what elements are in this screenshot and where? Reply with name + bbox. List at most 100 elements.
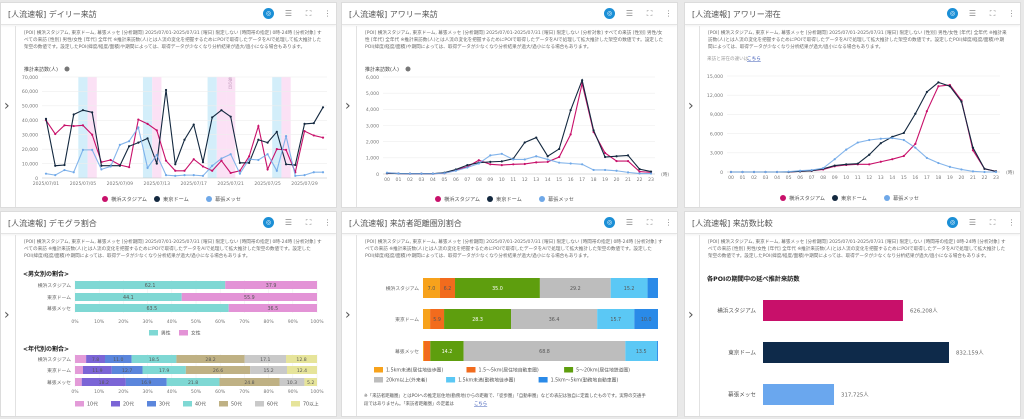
more-vert-icon[interactable]: ⋮ xyxy=(664,218,673,227)
y-tick-label: 20,000 xyxy=(22,147,38,153)
legend-label: 30代 xyxy=(159,401,170,408)
panel-title: [人流速報] デモグラ割合 xyxy=(8,219,97,228)
bar-segment xyxy=(185,366,251,374)
list-icon[interactable]: ☰ xyxy=(625,9,634,18)
legend-label: 50代 xyxy=(231,401,242,408)
chevron-right-icon[interactable]: › xyxy=(345,307,351,323)
x-tick-label: 90% xyxy=(288,319,299,325)
data-point xyxy=(72,113,75,116)
x-tick-label: 20 xyxy=(959,175,965,181)
data-point xyxy=(63,124,66,127)
data-point xyxy=(257,124,260,128)
fullscreen-icon[interactable]: ⛶ xyxy=(305,8,312,18)
legend-swatch xyxy=(374,367,383,373)
bar-segment xyxy=(105,355,132,363)
chevron-right-icon[interactable]: › xyxy=(345,98,351,114)
data-point xyxy=(174,163,177,166)
data-point xyxy=(146,137,149,140)
chevron-right-icon[interactable]: › xyxy=(4,307,10,323)
data-point xyxy=(284,148,288,151)
more-vert-icon[interactable]: ⋮ xyxy=(323,218,332,227)
ai-assist-icon[interactable]: ◎ xyxy=(263,217,274,228)
fullscreen-icon[interactable]: ⛶ xyxy=(989,8,996,18)
x-tick-label: 2025/07/09 xyxy=(107,181,134,187)
fullscreen-icon[interactable]: ⛶ xyxy=(305,217,312,227)
category-label: 横浜スタジアム xyxy=(386,285,419,292)
link-kochira[interactable]: こちら xyxy=(474,401,487,407)
ai-assist-icon[interactable]: ◎ xyxy=(604,8,615,19)
y-tick-label: 6,000 xyxy=(366,75,379,81)
x-tick-label: 01 xyxy=(396,177,402,183)
panel-body: [POI] 横浜スタジアム, 東京ドーム, 幕張メッセ [分析期間] 2025/… xyxy=(15,26,336,207)
chevron-right-icon[interactable]: › xyxy=(4,98,10,114)
legend-label: 20代 xyxy=(123,401,134,408)
data-point xyxy=(72,124,75,128)
list-icon[interactable]: ☰ xyxy=(284,218,293,227)
data-point xyxy=(971,170,975,173)
panel-description: [POI] 横浜スタジアム, 東京ドーム, 幕張メッセ [分析期間] 2025/… xyxy=(365,30,665,52)
data-point xyxy=(558,155,561,159)
list-icon[interactable]: ☰ xyxy=(625,218,634,227)
data-point xyxy=(729,170,733,174)
more-vert-icon[interactable]: ⋮ xyxy=(323,9,332,18)
x-tick-label: 22 xyxy=(982,175,988,181)
legend-swatch xyxy=(291,401,300,407)
legend-label: 横浜スタジアム xyxy=(789,194,825,202)
weekend-band-saturday xyxy=(272,77,282,178)
data-point xyxy=(100,164,103,167)
fullscreen-icon[interactable]: ⛶ xyxy=(989,217,996,227)
more-vert-icon[interactable]: ⋮ xyxy=(1007,9,1016,18)
data-point xyxy=(321,171,325,174)
chevron-right-icon[interactable]: › xyxy=(688,98,694,114)
bar-value-label: 44.1 xyxy=(123,295,134,301)
data-point xyxy=(192,174,195,177)
data-point xyxy=(466,166,469,169)
data-point xyxy=(914,142,917,145)
description-text: [POI] 横浜スタジアム, 東京ドーム, 幕張メッセ [分析期間] 2025/… xyxy=(708,31,1007,51)
data-point xyxy=(164,174,168,177)
x-tick-label: 23 xyxy=(993,175,999,181)
more-vert-icon[interactable]: ⋮ xyxy=(664,9,673,18)
ai-assist-icon[interactable]: ◎ xyxy=(604,217,615,228)
data-point xyxy=(211,116,214,119)
ai-assist-icon[interactable]: ◎ xyxy=(947,217,958,228)
list-icon[interactable]: ☰ xyxy=(968,9,977,18)
fullscreen-icon[interactable]: ⛶ xyxy=(646,8,653,18)
ai-assist-icon[interactable]: ◎ xyxy=(263,8,274,19)
panel-distance-ratio: [人流速報] 来訪者距離圏別割合 ◎ ☰ ⛶ ⋮ › [POI] 横浜スタジアム, 東京ド… xyxy=(341,211,678,417)
panel-header: [人流速報] デモグラ割合 ◎ ☰ ⛶ ⋮ xyxy=(1,212,336,234)
panel-title: [人流速報] 来訪数比較 xyxy=(692,219,773,228)
data-point xyxy=(63,163,66,167)
data-point xyxy=(248,155,251,158)
weekend-band-saturday xyxy=(78,77,88,178)
data-point xyxy=(810,168,813,172)
legend-swatch xyxy=(111,401,120,407)
data-point xyxy=(294,163,297,167)
list-icon[interactable]: ☰ xyxy=(968,218,977,227)
more-vert-icon[interactable]: ⋮ xyxy=(1007,218,1016,227)
bar-segment xyxy=(439,278,456,298)
y-tick-label: 50,000 xyxy=(22,104,38,110)
category-label: 幕張メッセ xyxy=(395,348,419,355)
ai-assist-icon[interactable]: ◎ xyxy=(947,8,958,19)
data-point xyxy=(546,160,549,163)
data-point xyxy=(845,163,848,166)
fullscreen-icon[interactable]: ⛶ xyxy=(646,217,653,227)
x-tick-label: 17 xyxy=(924,175,930,181)
bar-segment xyxy=(250,366,287,374)
data-point xyxy=(983,170,986,174)
data-point xyxy=(266,168,269,171)
link-kochira[interactable]: こちら xyxy=(747,56,761,62)
data-point xyxy=(569,109,572,112)
data-point xyxy=(54,164,57,167)
y-tick-label: 30,000 xyxy=(22,133,38,139)
bar-value-label: 12.8 xyxy=(296,357,306,363)
category-label: 横浜スタジアム xyxy=(38,356,71,363)
bar-value-label: 28.3 xyxy=(472,317,483,323)
data-point xyxy=(454,169,457,172)
chevron-right-icon[interactable]: › xyxy=(688,307,694,323)
data-point xyxy=(257,158,260,162)
list-icon[interactable]: ☰ xyxy=(284,9,293,18)
y-tick-label: 10,000 xyxy=(22,161,38,167)
